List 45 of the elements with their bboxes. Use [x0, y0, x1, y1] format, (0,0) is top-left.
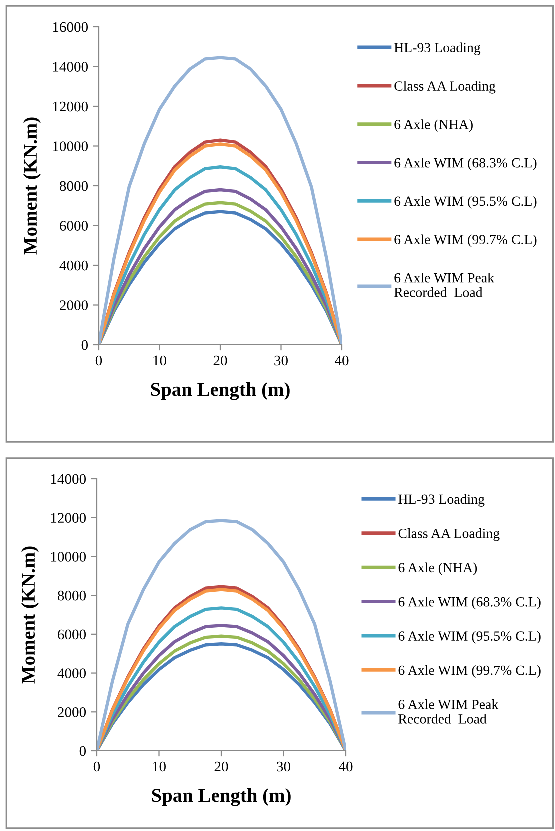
y-tick-label: 0	[82, 340, 88, 350]
legend-label: 6 Axle (NHA)	[394, 120, 473, 132]
legend-label: 6 Axle WIM Peak Recorded Load	[398, 700, 499, 724]
x-tick-label: 20	[214, 762, 228, 772]
legend-label: 6 Axle WIM Peak Recorded Load	[394, 273, 495, 298]
x-axis-title: Span Length (m)	[152, 788, 291, 806]
y-tick-label: 2000	[60, 300, 88, 310]
legend-label: 6 Axle WIM (68.3% C.L)	[398, 597, 541, 610]
legend-label: HL-93 Loading	[394, 42, 481, 56]
y-tick-label: 8000	[58, 590, 86, 601]
x-axis-title: Span Length (m)	[151, 382, 290, 400]
y-axis-title: Moment (KN.m)	[21, 546, 40, 684]
y-tick-label: 2000	[58, 708, 86, 718]
legend-label: 6 Axle WIM (68.3% C.L)	[394, 158, 537, 171]
y-tick-label: 8000	[60, 181, 88, 192]
y-tick-label: 4000	[60, 260, 88, 271]
legend-label: 6 Axle WIM (95.5% C.L)	[398, 631, 541, 644]
x-tick-label: 40	[334, 356, 349, 366]
x-tick-label: 40	[338, 762, 353, 772]
y-tick-label: 0	[80, 746, 86, 756]
x-tick-label: 30	[274, 356, 288, 366]
y-tick-label: 14000	[51, 474, 86, 484]
x-tick-label: 10	[154, 356, 166, 366]
x-tick-label: 0	[96, 356, 102, 366]
y-tick-label: 10000	[53, 142, 88, 152]
y-axis-title: Moment (KN.m)	[23, 118, 42, 255]
x-tick-label: 10	[153, 762, 166, 772]
x-tick-label: 20	[214, 356, 228, 366]
y-tick-label: 12000	[53, 102, 88, 112]
legend-label: 6 Axle (NHA)	[398, 562, 478, 576]
y-tick-label: 6000	[60, 221, 88, 231]
legend-label: Class AA Loading	[398, 528, 500, 542]
x-tick-label: 0	[94, 762, 100, 772]
y-tick-label: 16000	[53, 22, 88, 32]
legend-label: 6 Axle WIM (99.7% C.L)	[398, 665, 541, 678]
legend-label: HL-93 Loading	[398, 494, 485, 507]
x-tick-label: 30	[277, 762, 290, 772]
y-tick-label: 12000	[51, 513, 86, 524]
y-tick-label: 14000	[53, 62, 88, 72]
y-tick-label: 10000	[51, 552, 86, 562]
legend-label: 6 Axle WIM (95.5% C.L)	[394, 196, 537, 209]
legend-label: 6 Axle WIM (99.7% C.L)	[394, 234, 537, 248]
legend-label: Class AA Loading	[394, 81, 496, 94]
y-tick-label: 4000	[58, 668, 86, 678]
y-tick-label: 6000	[58, 630, 86, 640]
